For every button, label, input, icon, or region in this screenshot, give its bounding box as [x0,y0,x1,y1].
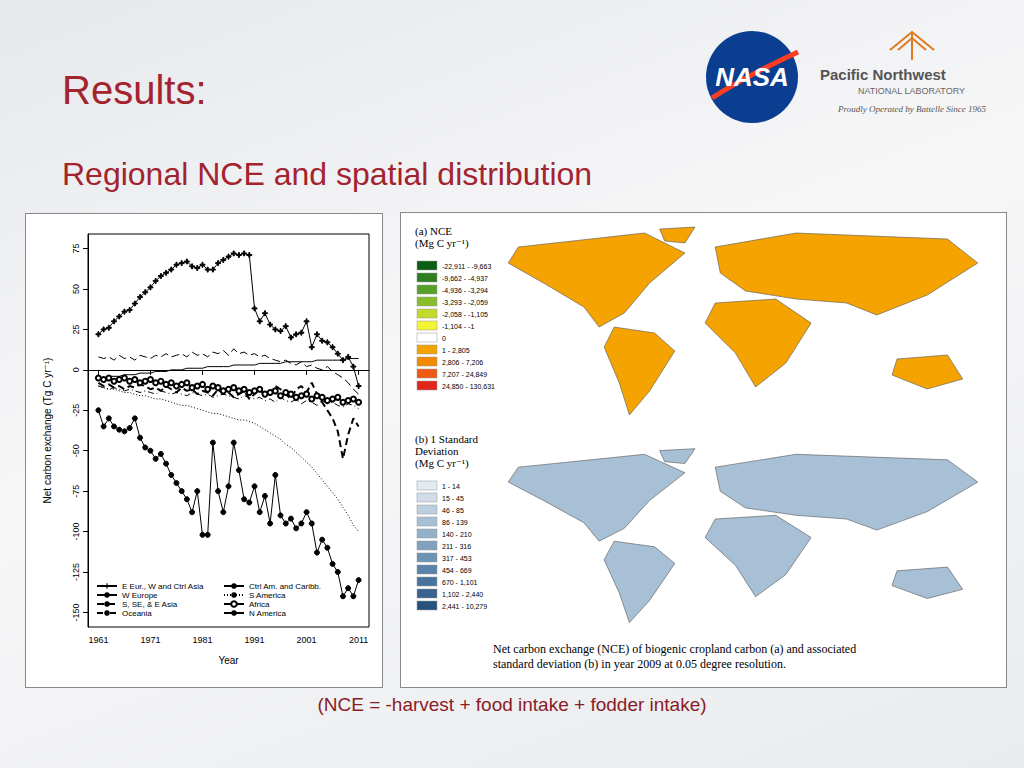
html-text:Regional NCE and spatial distr: Regional NCE and spatial distribution [62,156,593,192]
svg-text:25: 25 [71,324,81,334]
svg-text:E Eur., W and Ctrl Asia: E Eur., W and Ctrl Asia [122,582,204,591]
svg-text:317 - 453: 317 - 453 [442,555,472,562]
svg-text:1981: 1981 [192,635,212,645]
svg-text:Deviation: Deviation [415,445,459,457]
svg-text:W Europe: W Europe [122,591,158,600]
svg-text:2001: 2001 [297,635,317,645]
svg-text:Year: Year [218,655,239,666]
svg-text:15 - 45: 15 - 45 [442,495,464,502]
svg-text:1991: 1991 [245,635,265,645]
svg-text:Ctrl Am. and Caribb.: Ctrl Am. and Caribb. [249,582,321,591]
svg-text:1,102 - 2,440: 1,102 - 2,440 [442,591,483,598]
html-text:Results:: Results: [62,68,207,112]
html-text:(NCE = -harvest + food intake: (NCE = -harvest + food intake + fodder i… [317,694,707,715]
svg-text:-25: -25 [71,404,81,417]
svg-text:-1,104 - -1: -1,104 - -1 [442,323,474,330]
svg-text:-2,058 - -1,105: -2,058 - -1,105 [442,311,488,318]
svg-text:-125: -125 [71,563,81,581]
svg-text:S, SE, & E Asia: S, SE, & E Asia [122,600,178,609]
svg-text:Net carbon exchange (NCE) of b: Net carbon exchange (NCE) of biogenic cr… [493,642,856,656]
svg-text:-100: -100 [71,523,81,541]
svg-text:0: 0 [442,335,446,342]
svg-text:Proudly Operated by Battelle S: Proudly Operated by Battelle Since 1965 [837,104,986,114]
svg-text:211 - 316: 211 - 316 [442,543,471,550]
svg-text:454 - 669: 454 - 669 [442,567,472,574]
svg-text:(Mg C yr⁻¹): (Mg C yr⁻¹) [415,237,469,250]
svg-text:75: 75 [71,244,81,254]
svg-text:-150: -150 [71,603,81,621]
svg-text:2011: 2011 [349,635,368,645]
svg-text:50: 50 [71,284,81,294]
svg-text:1 - 2,805: 1 - 2,805 [442,347,470,354]
svg-text:86 - 139: 86 - 139 [442,519,468,526]
svg-text:Africa: Africa [249,600,270,609]
svg-text:-22,911 - -9,663: -22,911 - -9,663 [442,263,491,270]
svg-text:-50: -50 [71,444,81,457]
svg-text:(Mg C yr⁻¹): (Mg C yr⁻¹) [415,457,469,470]
svg-text:S America: S America [249,591,286,600]
svg-text:(a) NCE: (a) NCE [415,225,452,237]
svg-text:24,850 - 130,631: 24,850 - 130,631 [442,383,495,390]
svg-text:Pacific Northwest: Pacific Northwest [820,66,946,83]
svg-text:-9,662 - -4,937: -9,662 - -4,937 [442,275,488,282]
svg-text:140 - 210: 140 - 210 [442,531,472,538]
svg-text:-75: -75 [71,485,81,498]
svg-text:N America: N America [249,609,286,618]
svg-text:Oceania: Oceania [122,609,152,618]
svg-text:1 - 14: 1 - 14 [442,483,460,490]
svg-text:2,441 - 10,279: 2,441 - 10,279 [442,603,487,610]
svg-text:46 - 85: 46 - 85 [442,507,464,514]
svg-text:NATIONAL LABORATORY: NATIONAL LABORATORY [858,86,965,96]
svg-text:-4,936 - -3,294: -4,936 - -3,294 [442,287,488,294]
svg-text:Net carbon exchange (Tg C yr⁻¹: Net carbon exchange (Tg C yr⁻¹) [42,358,53,504]
svg-text:7,207 - 24,849: 7,207 - 24,849 [442,371,487,378]
svg-text:standard deviation (b) in year: standard deviation (b) in year 2009 at 0… [493,657,786,671]
svg-text:-3,293 - -2,059: -3,293 - -2,059 [442,299,488,306]
svg-text:670 - 1,101: 670 - 1,101 [442,579,478,586]
svg-text:1961: 1961 [88,635,108,645]
svg-text:1971: 1971 [140,635,160,645]
svg-text:0: 0 [71,367,81,372]
svg-text:2,806 - 7,206: 2,806 - 7,206 [442,359,483,366]
svg-text:NASA: NASA [715,62,789,92]
svg-text:(b) 1 Standard: (b) 1 Standard [415,433,478,445]
